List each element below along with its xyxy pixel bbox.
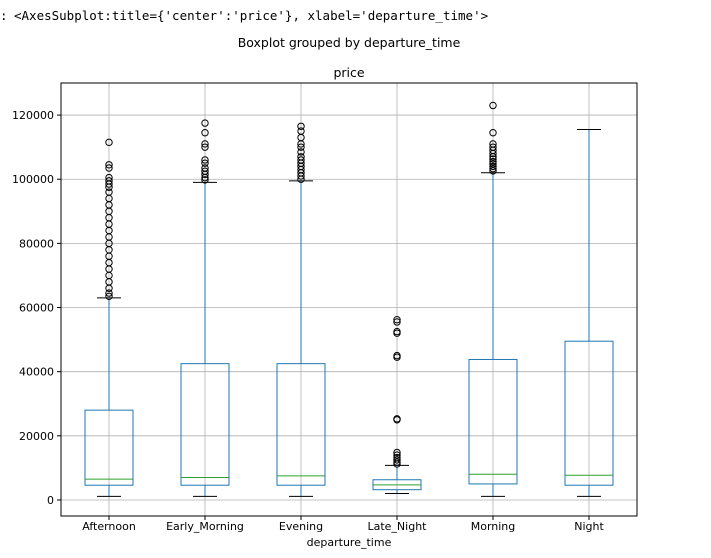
flier-point (489, 155, 497, 163)
axes-frame (60, 82, 638, 517)
flier-point (393, 318, 401, 326)
flier-point (393, 351, 401, 360)
flier-point (201, 156, 209, 164)
box-afternoon (84, 138, 134, 497)
flier-point (201, 140, 209, 148)
x-tick-label: Morning (471, 520, 516, 533)
flier-point (489, 101, 497, 110)
flier-point (489, 157, 497, 166)
flier-point (393, 415, 401, 423)
x-tick-label: Evening (279, 520, 323, 533)
flier-point (489, 162, 497, 171)
flier-point (201, 119, 209, 127)
flier-point (393, 448, 401, 457)
box-morning (468, 101, 518, 497)
axes-repr-text: <AxesSubplot:title={'center':'price'}, x… (14, 8, 489, 23)
flier-point (489, 164, 497, 173)
grid-lines (61, 83, 637, 516)
flier-point (105, 161, 113, 169)
x-axis-label: departure_time (307, 536, 392, 549)
flier-point (201, 167, 209, 175)
flier-point (393, 458, 401, 466)
y-axis-ticks: 0 20000 40000 60000 80000 100000 120000 (12, 109, 61, 507)
flier-point (393, 327, 401, 336)
box-iqr (84, 409, 134, 486)
box-evening (276, 122, 326, 497)
box-night (564, 129, 614, 497)
flier-point (297, 143, 305, 151)
flier-point (393, 453, 401, 462)
flier-point (201, 143, 209, 151)
flier-point (297, 148, 305, 156)
flier-point (393, 456, 401, 464)
box-late-night (372, 316, 422, 495)
x-axis-ticks: Afternoon Early_Morning Evening Late_Night M… (82, 516, 604, 533)
flier-point (489, 129, 497, 137)
flier-point (297, 122, 305, 131)
boxes-layer (84, 101, 614, 497)
box-iqr (180, 363, 230, 486)
flier-point (393, 316, 401, 324)
flier-point (105, 188, 113, 196)
flier-point (105, 292, 113, 300)
y-tick-label: 40000 (19, 366, 54, 379)
y-tick-label: 100000 (12, 173, 54, 186)
y-tick-label: 120000 (12, 109, 54, 122)
flier-point (105, 177, 113, 185)
flier-point (105, 173, 113, 182)
flier-point (393, 451, 401, 459)
flier-point (297, 153, 305, 161)
chart-suptitle: Boxplot grouped by departure_time (238, 35, 461, 50)
flier-point (105, 289, 113, 297)
flier-point (489, 167, 497, 175)
box-early-morning (180, 119, 230, 497)
flier-point (201, 176, 209, 184)
flier-point (489, 143, 497, 151)
x-tick-label: Night (574, 520, 604, 533)
output-prompt-mark: : (0, 8, 8, 23)
x-tick-label: Afternoon (82, 520, 136, 533)
y-tick-label: 20000 (19, 430, 54, 443)
flier-point (297, 156, 305, 164)
box-iqr (564, 340, 614, 486)
flier-point (105, 164, 113, 172)
box-iqr (276, 363, 326, 486)
axes-title: price (333, 65, 364, 80)
y-tick-label: 0 (47, 494, 54, 507)
flier-point (201, 129, 209, 137)
flier-point (489, 160, 497, 168)
x-tick-label: Early_Morning (166, 520, 244, 533)
flier-point (201, 164, 209, 172)
y-tick-label: 80000 (19, 237, 54, 250)
flier-point (297, 127, 305, 135)
box-iqr (468, 358, 518, 485)
flier-point (105, 138, 113, 147)
x-tick-label: Late_Night (367, 520, 427, 533)
flier-point (489, 140, 497, 148)
y-tick-label: 60000 (19, 302, 54, 315)
flier-point (201, 159, 209, 167)
